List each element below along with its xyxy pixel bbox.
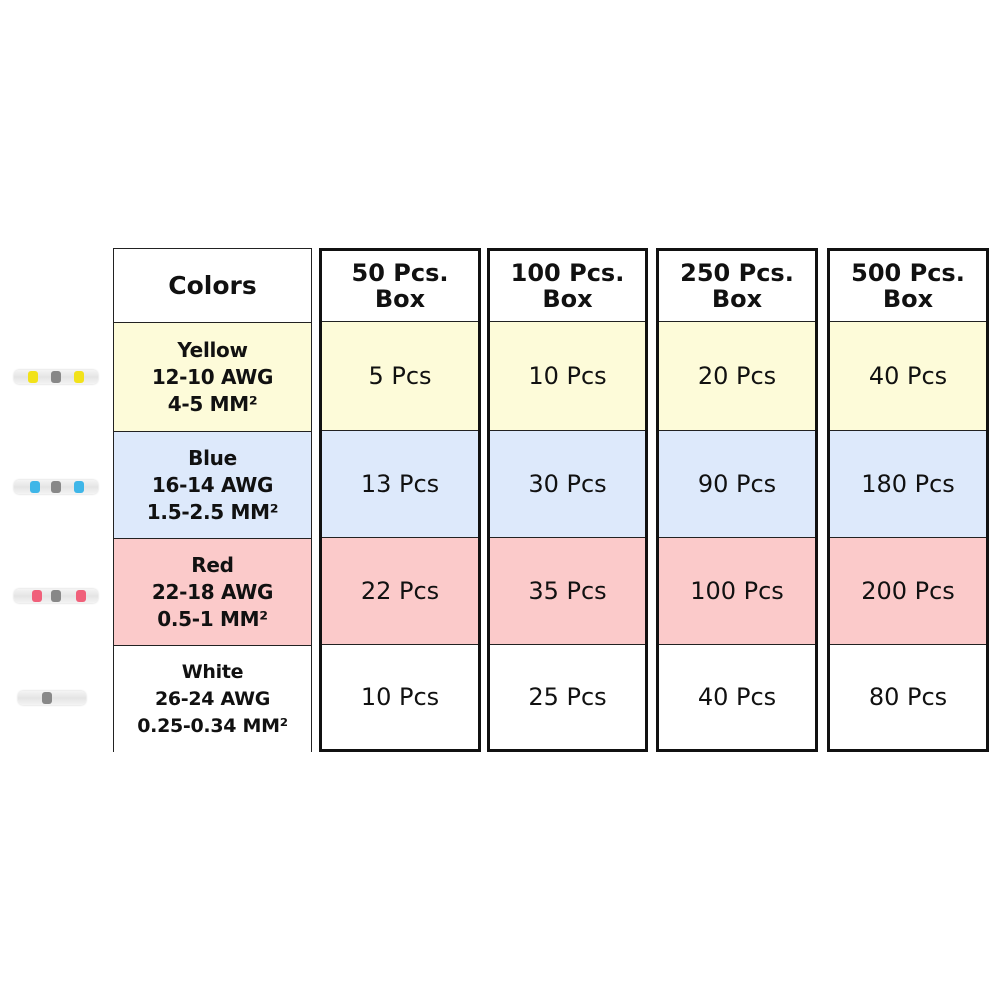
color-label-blue: Blue 16-14 AWG 1.5-2.5 MM² [114, 431, 311, 538]
box-column-100: 100 Pcs. Box 10 Pcs 30 Pcs 35 Pcs 25 Pcs [487, 248, 648, 752]
colors-header: Colors [168, 271, 257, 300]
box-size: 250 Pcs. [680, 259, 794, 287]
box-column-250: 250 Pcs. Box 20 Pcs 90 Pcs 100 Pcs 40 Pcs [656, 248, 818, 752]
box-size: 500 Pcs. [851, 259, 965, 287]
qty-cell: 100 Pcs [659, 537, 815, 644]
box-word: Box [711, 285, 763, 313]
qty-cell: 200 Pcs [830, 537, 986, 644]
box-header: 50 Pcs. Box [322, 251, 478, 321]
qty-cell: 35 Pcs [490, 537, 645, 644]
yellow-connector-image [14, 370, 98, 384]
color-name: White [181, 661, 244, 683]
qty-cell: 180 Pcs [830, 430, 986, 537]
color-name: Blue [188, 445, 237, 470]
box-header: 250 Pcs. Box [659, 251, 815, 321]
qty-cell: 90 Pcs [659, 430, 815, 537]
qty-cell: 10 Pcs [322, 644, 478, 749]
mm-range: 0.5-1 MM² [157, 606, 268, 631]
red-connector-image [14, 589, 98, 603]
box-header: 500 Pcs. Box [830, 251, 986, 321]
mm-range: 1.5-2.5 MM² [146, 499, 279, 524]
awg-range: 22-18 AWG [151, 579, 274, 604]
qty-cell: 40 Pcs [659, 644, 815, 749]
colors-column: Colors Yellow 12-10 AWG 4-5 MM² Blue 16-… [113, 248, 312, 753]
qty-cell: 5 Pcs [322, 321, 478, 430]
qty-cell: 30 Pcs [490, 430, 645, 537]
box-word: Box [882, 285, 934, 313]
qty-cell: 13 Pcs [322, 430, 478, 537]
qty-cell: 20 Pcs [659, 321, 815, 430]
box-word: Box [374, 285, 426, 313]
color-label-yellow: Yellow 12-10 AWG 4-5 MM² [114, 322, 311, 431]
qty-cell: 40 Pcs [830, 321, 986, 430]
awg-range: 16-14 AWG [151, 472, 274, 497]
mm-range: 4-5 MM² [167, 391, 258, 416]
blue-connector-image [14, 480, 98, 494]
white-connector-image [18, 691, 86, 705]
qty-cell: 10 Pcs [490, 321, 645, 430]
mm-range: 0.25-0.34 MM² [137, 715, 288, 737]
qty-cell: 25 Pcs [490, 644, 645, 749]
box-size: 100 Pcs. [510, 259, 625, 287]
color-label-red: Red 22-18 AWG 0.5-1 MM² [114, 538, 311, 645]
color-label-white: White 26-24 AWG 0.25-0.34 MM² [114, 645, 311, 753]
box-size: 50 Pcs. [351, 259, 449, 287]
box-column-500: 500 Pcs. Box 40 Pcs 180 Pcs 200 Pcs 80 Pc… [827, 248, 989, 752]
awg-range: 12-10 AWG [151, 364, 274, 389]
qty-cell: 80 Pcs [830, 644, 986, 749]
box-column-50: 50 Pcs. Box 5 Pcs 13 Pcs 22 Pcs 10 Pcs [319, 248, 481, 752]
color-name: Red [191, 552, 234, 577]
awg-range: 26-24 AWG [154, 688, 271, 710]
box-header: 100 Pcs. Box [490, 251, 645, 321]
box-word: Box [542, 285, 593, 313]
qty-cell: 22 Pcs [322, 537, 478, 644]
color-name: Yellow [177, 337, 248, 362]
